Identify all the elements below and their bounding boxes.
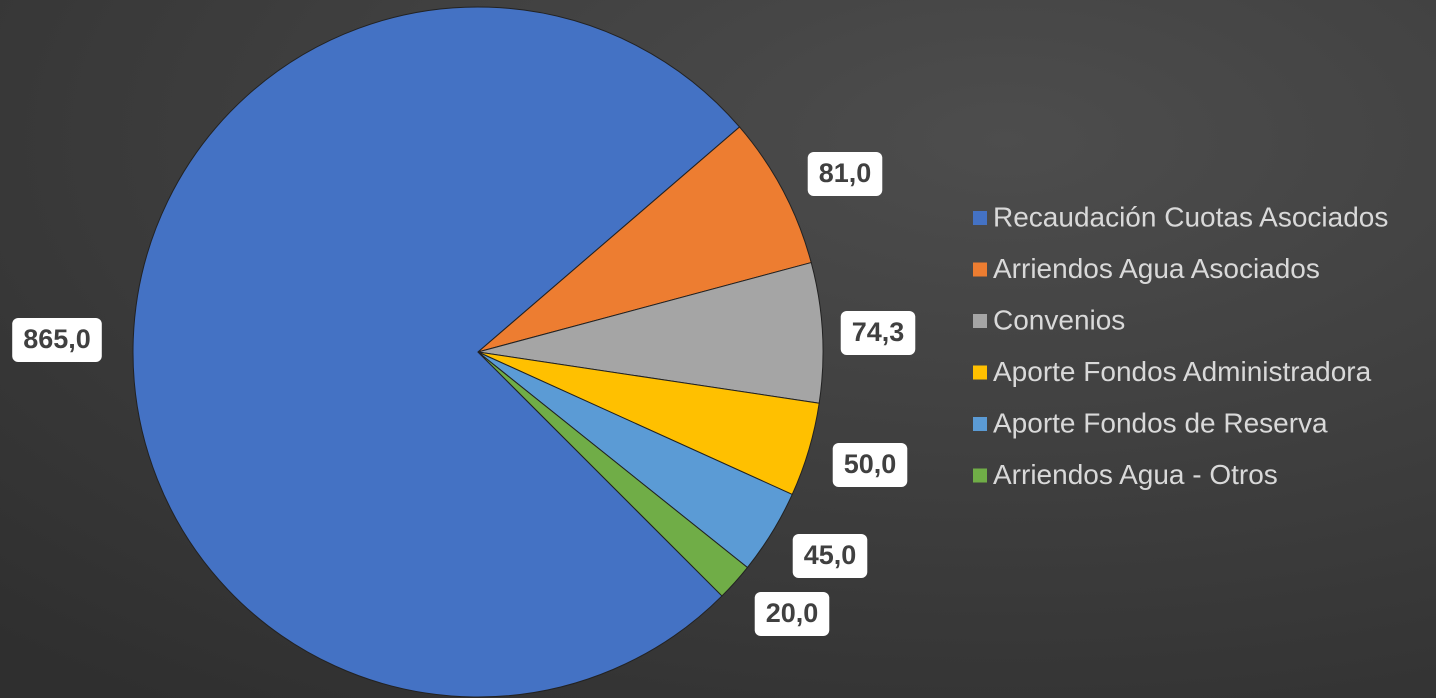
legend-label: Arriendos Agua Asociados bbox=[993, 253, 1320, 284]
data-label: 45,0 bbox=[804, 540, 857, 570]
legend-swatch bbox=[973, 314, 987, 328]
data-label-box bbox=[792, 534, 868, 578]
legend-label: Arriendos Agua - Otros bbox=[993, 459, 1278, 490]
data-label: 81,0 bbox=[819, 158, 872, 188]
data-label-box bbox=[754, 592, 830, 636]
pie-slice bbox=[477, 126, 812, 353]
pie-slice bbox=[132, 6, 741, 698]
legend-swatch bbox=[973, 468, 987, 483]
data-label: 20,0 bbox=[766, 598, 819, 628]
data-label: 50,0 bbox=[844, 449, 897, 479]
pie-slice bbox=[477, 261, 824, 404]
legend-label: Aporte Fondos de Reserva bbox=[993, 407, 1328, 438]
legend-swatch bbox=[973, 262, 987, 277]
data-label: 74,3 bbox=[852, 317, 905, 347]
legend-swatch bbox=[973, 365, 987, 380]
legend-label: Recaudación Cuotas Asociados bbox=[993, 201, 1388, 232]
data-label-box bbox=[832, 443, 908, 487]
data-label-box bbox=[840, 311, 916, 355]
data-label: 865,0 bbox=[23, 324, 91, 354]
legend-label: Convenios bbox=[993, 304, 1125, 335]
data-label-box bbox=[807, 152, 883, 196]
legend-swatch bbox=[973, 417, 987, 431]
legend-swatch bbox=[973, 211, 987, 225]
pie-slice bbox=[477, 351, 749, 597]
legend-label: Aporte Fondos Administradora bbox=[993, 356, 1372, 387]
data-label-box bbox=[12, 318, 102, 362]
